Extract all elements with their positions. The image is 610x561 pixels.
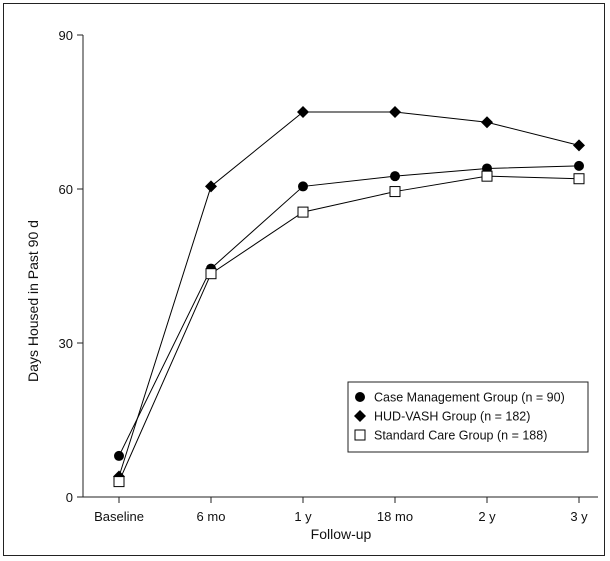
hud-vash-line [118, 111, 580, 477]
x-tick-label: 6 mo [197, 509, 226, 524]
case-management-legend-label: Case Management Group (n = 90) [374, 391, 565, 405]
hud-vash-point [481, 116, 493, 129]
x-tick-label: 2 y [478, 509, 496, 524]
case-management-point [390, 171, 400, 182]
hud-vash-legend-label: HUD-VASH Group (n = 182) [374, 410, 530, 424]
standard-care-point [389, 186, 401, 198]
x-tick-label: 18 mo [377, 509, 413, 524]
hud-vash-legend-marker [354, 410, 366, 422]
standard-care-legend-marker [354, 429, 366, 441]
legend: Case Management Group (n = 90) HUD-VASH G… [347, 381, 589, 453]
x-tick-label: Baseline [94, 509, 144, 524]
axes: 0 30 60 90 Baseline 6 mo 1 y 18 mo 2 y 3 y [59, 28, 598, 524]
standard-care-legend-label: Standard Care Group (n = 188) [374, 429, 547, 443]
y-tick-label: 90 [59, 28, 73, 43]
hud-vash-point [297, 106, 309, 118]
figure-frame [3, 3, 605, 556]
x-tick-label: 1 y [294, 509, 312, 524]
standard-care-point [573, 173, 585, 185]
standard-care-point [481, 170, 493, 182]
case-management-line [118, 165, 580, 457]
series-lines [118, 111, 580, 482]
y-tick-label: 60 [59, 182, 73, 197]
y-axis-title: Days Housed in Past 90 d [25, 220, 41, 382]
y-tick-label: 0 [66, 490, 73, 505]
series-markers [113, 106, 585, 488]
y-tick-label: 30 [59, 336, 73, 351]
hud-vash-point [573, 139, 585, 152]
case-management-point [298, 181, 308, 192]
standard-care-point [205, 268, 217, 280]
legend-box [347, 381, 589, 453]
hud-vash-point [205, 180, 217, 193]
standard-care-line [118, 175, 580, 482]
standard-care-point [113, 476, 125, 488]
standard-care-point [297, 206, 309, 218]
case-management-legend-marker [355, 392, 365, 402]
case-management-point [114, 450, 124, 461]
case-management-point [574, 160, 584, 171]
hud-vash-point [389, 106, 401, 118]
x-axis-title: Follow-up [311, 526, 372, 542]
x-tick-label: 3 y [570, 509, 588, 524]
